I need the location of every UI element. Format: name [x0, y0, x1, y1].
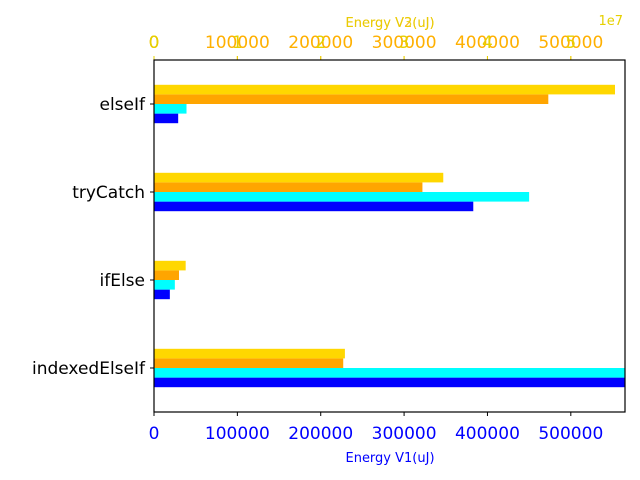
bar-ifElse-series-2	[154, 280, 175, 290]
bar-ifElse-series-4	[154, 260, 186, 271]
bar-elseIf-series-2	[154, 104, 187, 114]
category-label-elseIf: elseIf	[100, 95, 147, 115]
top-tick-label-v2: 0	[149, 33, 160, 53]
top-tick-label-v3: 4	[482, 33, 493, 53]
top-tick-label-v3: 3	[399, 33, 410, 53]
category-label-ifElse: ifElse	[100, 271, 146, 291]
top-axis-multiplier: 1e7	[598, 14, 623, 29]
top-axis-label-v3: Energy V3(uJ)	[345, 16, 434, 31]
plot-frame	[153, 59, 626, 413]
bar-elseIf-series-3	[154, 94, 549, 104]
bars-group	[154, 84, 625, 388]
bottom-tick-label: 300000	[372, 424, 437, 444]
bar-elseIf-series-4	[154, 84, 615, 95]
bottom-axis: 0 100000 200000 300000 400000 500000	[149, 412, 603, 444]
bottom-tick-label: 200000	[288, 424, 353, 444]
bar-tryCatch-series-4	[154, 172, 444, 183]
top-tick-label-v2: 100000	[205, 33, 270, 53]
bottom-tick-label: 400000	[455, 424, 520, 444]
bar-tryCatch-series-1	[154, 201, 474, 212]
category-labels: elseIf tryCatch ifElse indexedElseIf	[32, 95, 154, 379]
bar-tryCatch-series-2	[154, 192, 530, 202]
bottom-tick-label: 0	[149, 424, 160, 444]
category-label-indexedElseIf: indexedElseIf	[32, 359, 146, 379]
bar-ifElse-series-1	[154, 289, 170, 300]
bar-indexedElseIf-series-3	[154, 358, 344, 368]
bottom-axis-label: Energy V1(uJ)	[345, 451, 434, 466]
bar-indexedElseIf-series-1	[154, 377, 625, 388]
bar-indexedElseIf-series-4	[154, 348, 345, 359]
top-tick-label-v2: 300000	[372, 33, 437, 53]
top-tick-label-v3: 0	[149, 33, 160, 53]
bar-tryCatch-series-3	[154, 182, 423, 192]
top-tick-label-v2: 500000	[538, 33, 603, 53]
category-label-tryCatch: tryCatch	[72, 183, 145, 203]
top-tick-label-v3: 1	[232, 33, 243, 53]
bar-indexedElseIf-series-2	[154, 368, 625, 378]
bottom-tick-label: 100000	[205, 424, 270, 444]
bar-elseIf-series-1	[154, 113, 179, 124]
bottom-tick-label: 500000	[538, 424, 603, 444]
top-tick-label-v2: 200000	[288, 33, 353, 53]
top-tick-label-v2: 400000	[455, 33, 520, 53]
top-axis-label-v2: Energy V2(uJ)	[345, 16, 434, 31]
top-tick-label-v3: 5	[565, 33, 576, 53]
top-tick-label-v3: 2	[315, 33, 326, 53]
bar-ifElse-series-3	[154, 270, 180, 280]
